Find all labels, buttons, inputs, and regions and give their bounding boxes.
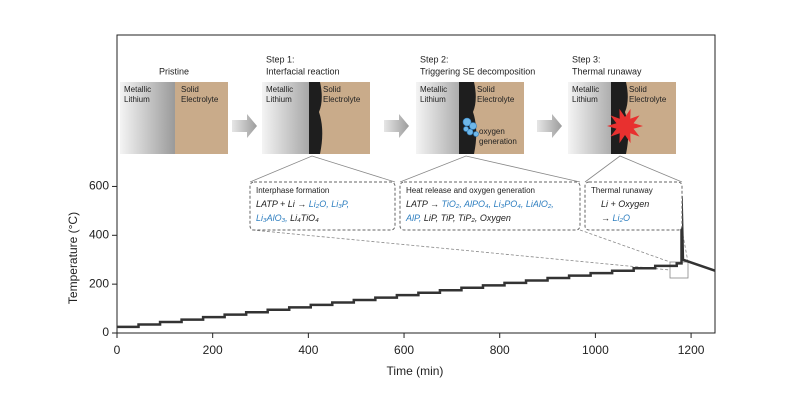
- electrolyte-block: [471, 82, 524, 154]
- oxygen-bubble: [463, 126, 469, 132]
- callout-equation: LATP + Li → Li₂O, Li₃P,: [256, 199, 349, 209]
- callout-heading: Heat release and oxygen generation: [406, 186, 535, 195]
- oxygen-bubble: [473, 131, 479, 137]
- x-tick-label: 400: [298, 343, 318, 357]
- zoom-box: [669, 261, 689, 279]
- y-axis-label: Temperature (°C): [66, 212, 80, 304]
- x-axis-label: Time (min): [387, 364, 444, 378]
- x-tick-label: 600: [394, 343, 414, 357]
- equation-part: Li₃AlO₃,: [256, 213, 290, 223]
- callout-equation: AlP, LiP, TiP, TiP₂, Oxygen: [405, 213, 511, 223]
- step-arrow: [537, 114, 562, 138]
- panel-text: Thermal runaway: [572, 66, 642, 76]
- panel-text: Electrolyte: [323, 95, 361, 104]
- panel-text: Lithium: [266, 95, 292, 104]
- panel-text: generation: [479, 137, 517, 146]
- panel-text: Interfacial reaction: [266, 66, 340, 76]
- x-tick-label: 1000: [582, 343, 609, 357]
- panel-text: Pristine: [159, 66, 189, 76]
- step-arrow: [384, 114, 409, 138]
- equation-part: LATP →: [406, 199, 442, 209]
- y-tick-label: 200: [89, 276, 109, 290]
- callout-box: [584, 181, 683, 231]
- callout-equation: Li + Oxygen: [601, 199, 649, 209]
- electrolyte-block: [623, 82, 676, 154]
- y-tick-label: 0: [102, 325, 109, 339]
- oxygen-bubble: [466, 128, 474, 136]
- panel-text: Lithium: [572, 95, 598, 104]
- equation-part: →: [601, 213, 613, 223]
- panel-text: Electrolyte: [181, 95, 219, 104]
- callout-heading: Interphase formation: [256, 186, 329, 195]
- y-tick-label: 400: [89, 227, 109, 241]
- callout-heading: Thermal runaway: [591, 186, 653, 195]
- panel-text: Step 2:: [420, 54, 449, 64]
- equation-part: Li₂O: [613, 213, 630, 223]
- zoom-line: [579, 229, 671, 263]
- x-tick-label: 1200: [678, 343, 705, 357]
- equation-part: Li + Oxygen: [601, 199, 649, 209]
- panel-text: Metallic: [572, 85, 599, 94]
- lithium-block: [120, 82, 175, 154]
- callout-equation: LATP → TiO₂, AlPO₄, Li₃PO₄, LiAlO₂,: [406, 199, 554, 209]
- oxygen-bubble: [462, 117, 472, 127]
- runaway-burst: [607, 108, 643, 144]
- equation-part: AlP,: [405, 213, 424, 223]
- panel-text: Electrolyte: [477, 95, 515, 104]
- panel-text: Triggering SE decomposition: [420, 66, 535, 76]
- callout-box: [399, 181, 581, 231]
- equation-part: TiO₂, AlPO₄, Li₃PO₄, LiAlO₂,: [442, 199, 554, 209]
- zoom-line: [251, 229, 671, 271]
- step-arrow: [232, 114, 257, 138]
- equation-part: Li₂O, Li₃P,: [309, 199, 349, 209]
- panel-text: Metallic: [420, 85, 447, 94]
- panel-text: Lithium: [124, 95, 150, 104]
- electrolyte-block: [317, 82, 370, 154]
- panel-text: Metallic: [124, 85, 151, 94]
- panel-text: oxygen: [479, 127, 505, 136]
- connector: [399, 155, 581, 183]
- x-tick-label: 0: [114, 343, 121, 357]
- panel-text: Solid: [323, 85, 341, 94]
- x-tick-label: 200: [203, 343, 223, 357]
- panel-text: Step 1:: [266, 54, 295, 64]
- equation-part: LATP + Li →: [256, 199, 309, 209]
- panel-text: Solid: [477, 85, 495, 94]
- connector: [584, 155, 683, 183]
- panel-text: Electrolyte: [629, 95, 667, 104]
- panel-text: Solid: [629, 85, 647, 94]
- callout-equation: → Li₂O: [601, 213, 630, 223]
- electrolyte-block: [175, 82, 228, 154]
- interphase: [309, 82, 323, 154]
- oxygen-bubble: [469, 122, 477, 130]
- connector: [249, 155, 396, 183]
- panel-text: Solid: [181, 85, 199, 94]
- x-tick-label: 800: [490, 343, 510, 357]
- callout-equation: Li₃AlO₃, Li₄TiO₄: [256, 213, 319, 223]
- y-tick-label: 600: [89, 179, 109, 193]
- lithium-block: [262, 82, 317, 154]
- callout-box: [249, 181, 396, 231]
- plot-frame: [116, 34, 716, 334]
- panel-text: Step 3:: [572, 54, 601, 64]
- equation-part: Li₄TiO₄: [290, 213, 319, 223]
- panel-text: Lithium: [420, 95, 446, 104]
- panel-text: Metallic: [266, 85, 293, 94]
- temperature-line: [117, 196, 716, 329]
- equation-part: LiP, TiP, TiP₂, Oxygen: [424, 213, 511, 223]
